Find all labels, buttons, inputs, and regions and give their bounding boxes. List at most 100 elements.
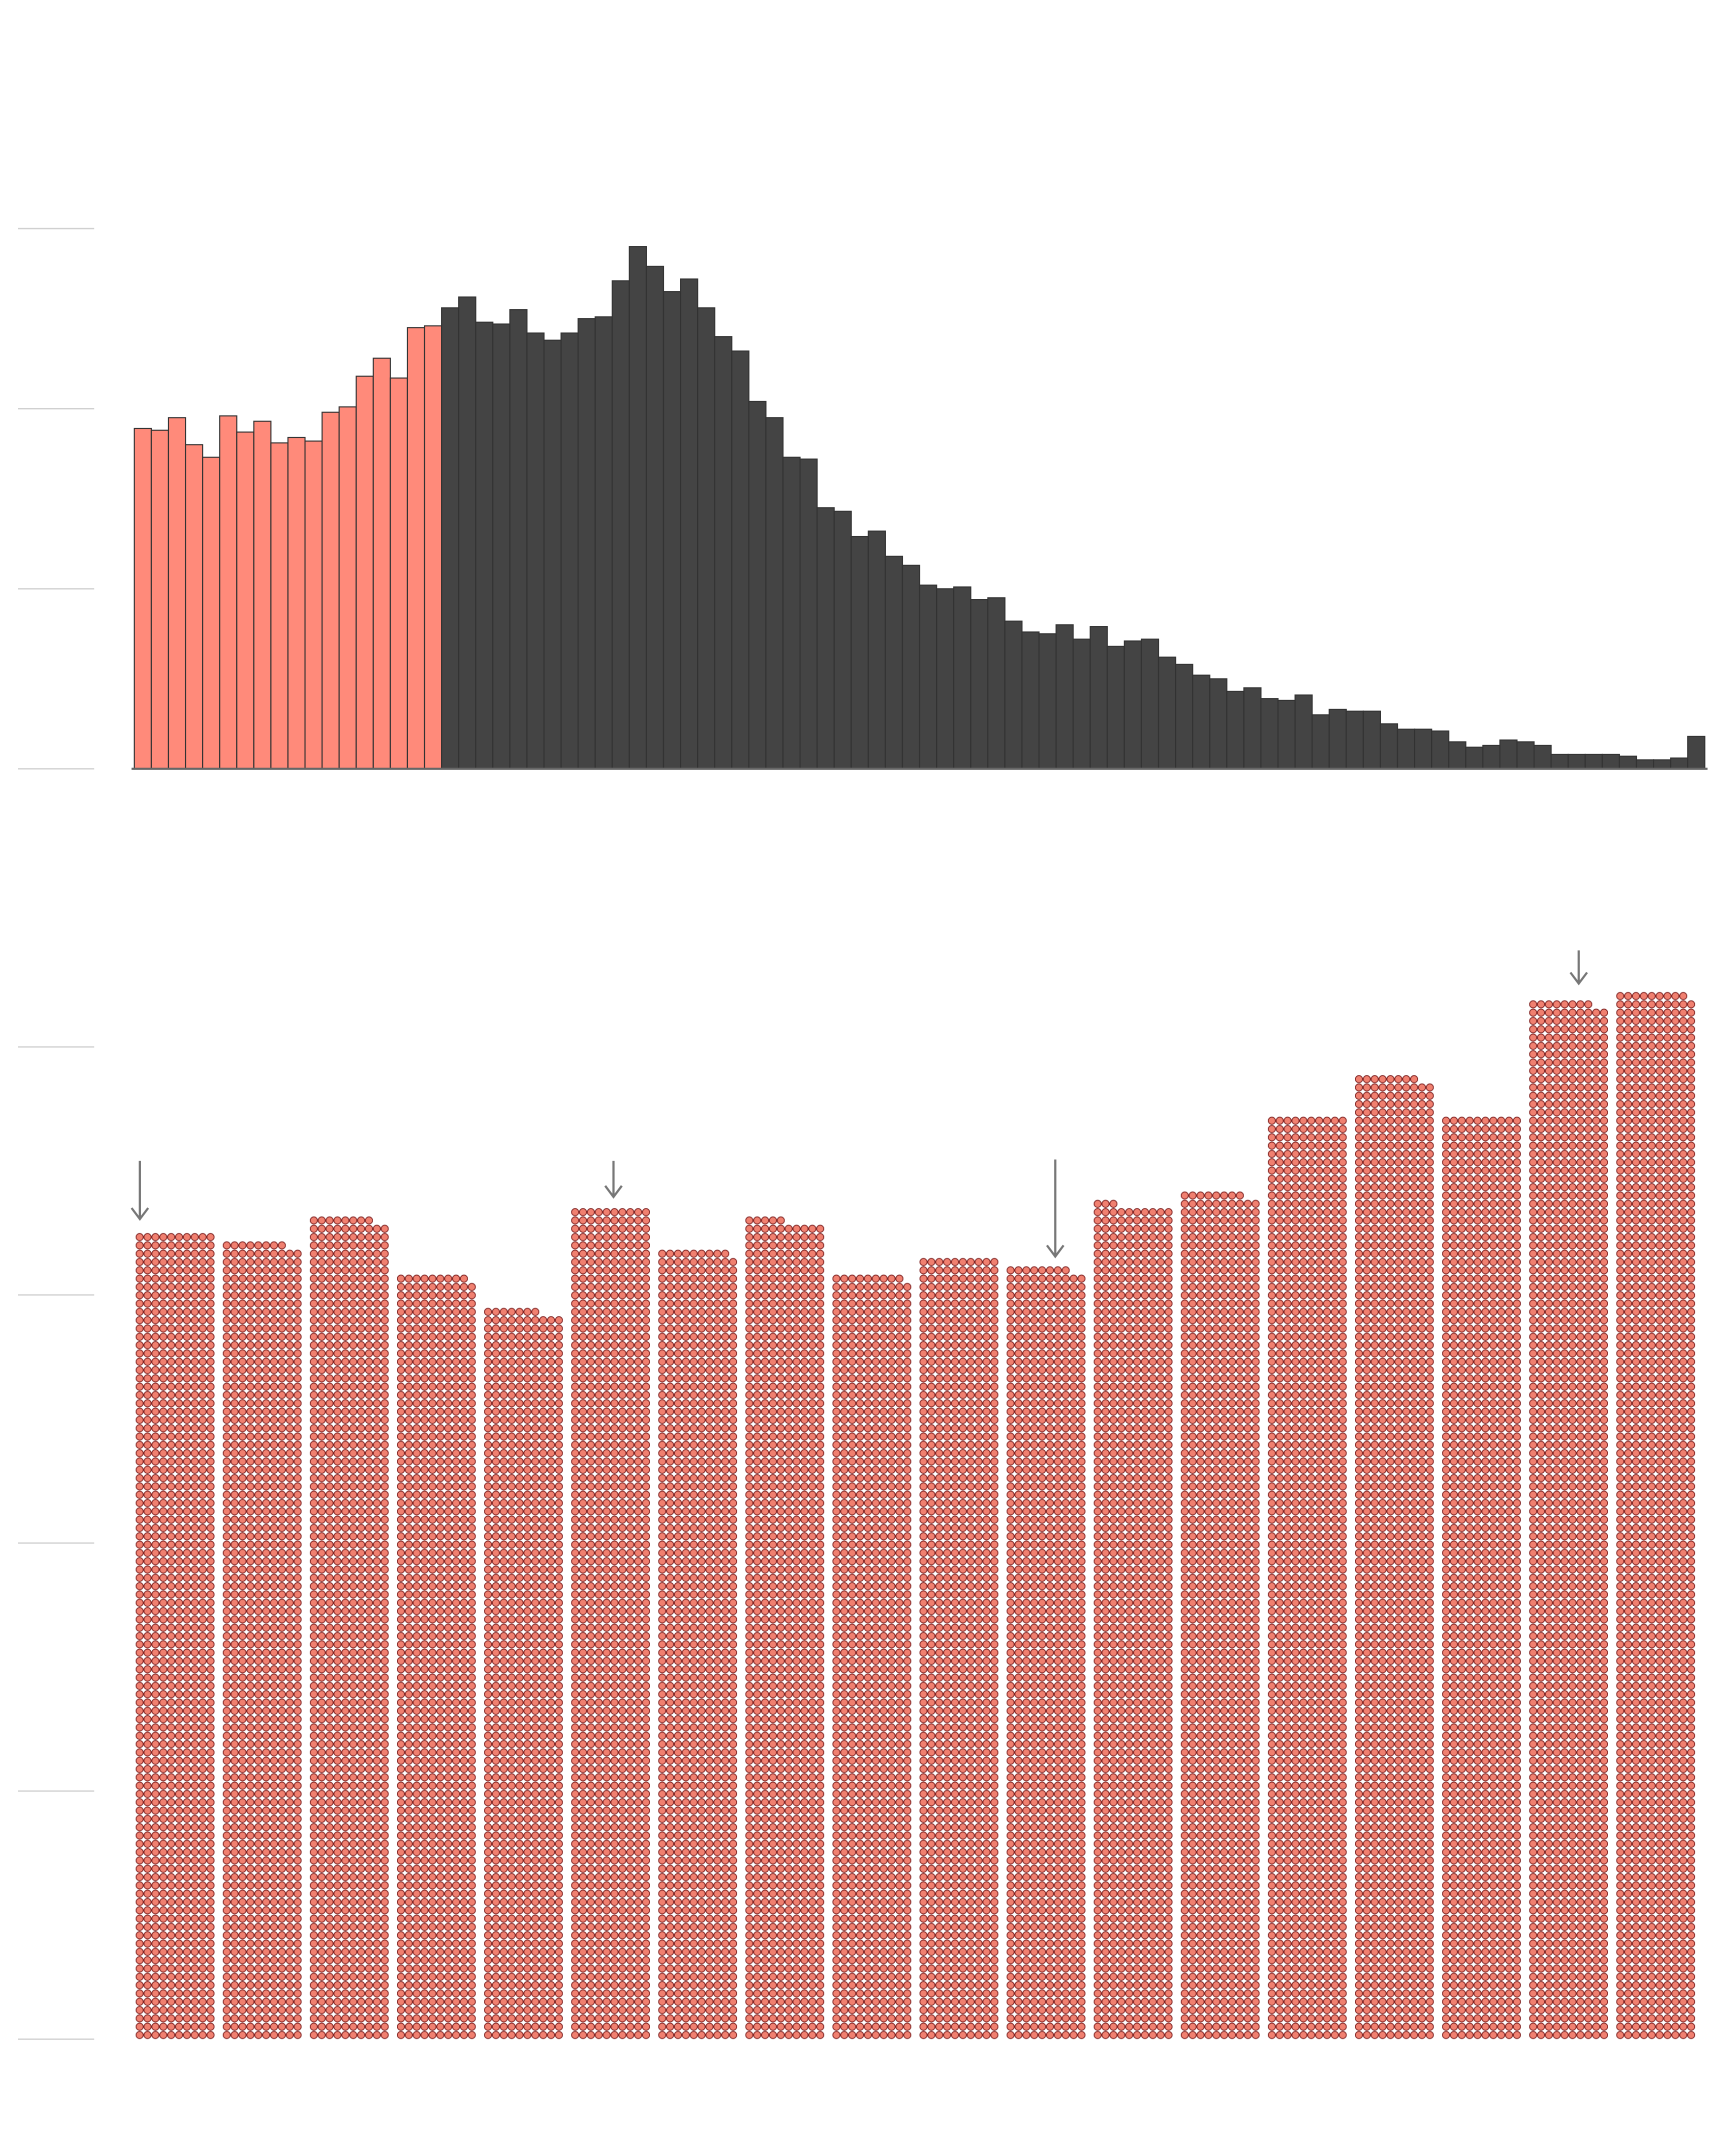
- dot-bar: [1180, 1191, 1260, 2040]
- bar: [167, 417, 187, 770]
- bar: [389, 377, 409, 770]
- bar: [1106, 645, 1125, 770]
- bar: [833, 510, 852, 770]
- bar: [423, 325, 443, 770]
- bar: [1021, 631, 1040, 770]
- bar: [287, 436, 306, 770]
- bar: [1294, 694, 1313, 770]
- bar: [1226, 690, 1245, 770]
- dot-bar: [1093, 1199, 1173, 2040]
- dot-bar-body: [1355, 1083, 1434, 2040]
- bar: [458, 296, 477, 770]
- bar: [441, 307, 460, 770]
- dot-bar-partial-row: [1006, 1266, 1070, 1275]
- bar: [850, 535, 869, 770]
- bar: [338, 406, 357, 770]
- dot-bar-body: [309, 1224, 389, 2040]
- dot-bar-body: [1180, 1199, 1260, 2040]
- dot-bar: [1355, 1075, 1434, 2040]
- bar: [799, 458, 818, 770]
- bar: [1345, 710, 1364, 770]
- bar: [1567, 753, 1586, 770]
- arrow: [1046, 1159, 1065, 1259]
- bar: [953, 586, 972, 770]
- dot-bar: [309, 1216, 389, 2040]
- dot-bar-body: [135, 1241, 215, 2040]
- bar: [1618, 755, 1638, 770]
- dot-bar-body: [1529, 1008, 1608, 2040]
- bar: [1004, 620, 1023, 770]
- dot-bar-body: [745, 1224, 825, 2040]
- dot-bar-partial-row: [658, 1249, 730, 1258]
- arrow: [1569, 950, 1588, 986]
- bar: [867, 530, 886, 770]
- dot-bar: [396, 1274, 476, 2040]
- bar: [1379, 723, 1399, 770]
- bar: [202, 456, 221, 770]
- dot-bar: [1442, 1116, 1521, 2040]
- bar: [1431, 730, 1450, 770]
- bar: [765, 417, 784, 770]
- bar: [1140, 638, 1160, 770]
- bar: [1499, 739, 1518, 770]
- dot-bar: [222, 1241, 302, 2040]
- dot-bar: [832, 1274, 912, 2040]
- bar: [816, 507, 835, 770]
- bar: [970, 599, 989, 770]
- dot-bar-body: [484, 1316, 563, 2040]
- dot-bar-partial-row: [309, 1216, 373, 1225]
- bar: [1448, 741, 1467, 770]
- bar: [1328, 708, 1347, 770]
- dot-bar: [1529, 1000, 1608, 2040]
- dot-bar-partial-row: [1616, 991, 1688, 1001]
- bar: [1089, 626, 1108, 770]
- bar: [355, 375, 374, 770]
- bar: [1260, 698, 1279, 770]
- bar: [526, 332, 545, 770]
- bar: [611, 280, 630, 770]
- dot-bar: [484, 1307, 563, 2040]
- bar: [1414, 728, 1433, 770]
- bar: [1123, 640, 1143, 770]
- bar: [543, 339, 562, 770]
- bar: [1311, 714, 1330, 770]
- bar: [1584, 753, 1603, 770]
- dot-bar: [919, 1257, 999, 2040]
- dot-bar-partial-row: [571, 1207, 650, 1217]
- annotation-arrows: [130, 950, 1588, 1259]
- bar: [304, 440, 323, 770]
- bar: [1635, 759, 1655, 770]
- dot-bar-body: [1616, 1000, 1696, 2040]
- bar: [1157, 656, 1177, 770]
- bar: [236, 431, 255, 770]
- bar: [133, 427, 152, 770]
- dot-bar-partial-row: [1093, 1199, 1118, 1208]
- bar: [1175, 663, 1194, 770]
- dot-bar-body: [919, 1257, 999, 2040]
- dot-bar-body: [222, 1249, 302, 2040]
- bar: [1209, 678, 1228, 770]
- dot-bar-partial-row: [745, 1216, 785, 1225]
- bar: [918, 584, 938, 770]
- dot-bar-partial-row: [396, 1274, 468, 1283]
- bar: [1687, 735, 1706, 770]
- bar: [1243, 687, 1262, 770]
- bar: [1550, 753, 1569, 770]
- dot-bar-partial-row: [1529, 1000, 1593, 1009]
- bar: [782, 456, 801, 770]
- arrow: [130, 1160, 150, 1221]
- bar: [1465, 746, 1484, 770]
- dot-bar-partial-row: [832, 1274, 904, 1283]
- bar: [884, 555, 904, 770]
- bar: [1601, 753, 1620, 770]
- bar: [662, 291, 682, 770]
- bar: [406, 327, 426, 770]
- dot-bar-body: [658, 1257, 738, 2040]
- dot-bar-partial-row: [484, 1307, 540, 1317]
- bar: [1533, 744, 1552, 770]
- bar: [1482, 744, 1501, 770]
- bar: [560, 332, 579, 770]
- dot-bar-body: [1267, 1116, 1347, 2040]
